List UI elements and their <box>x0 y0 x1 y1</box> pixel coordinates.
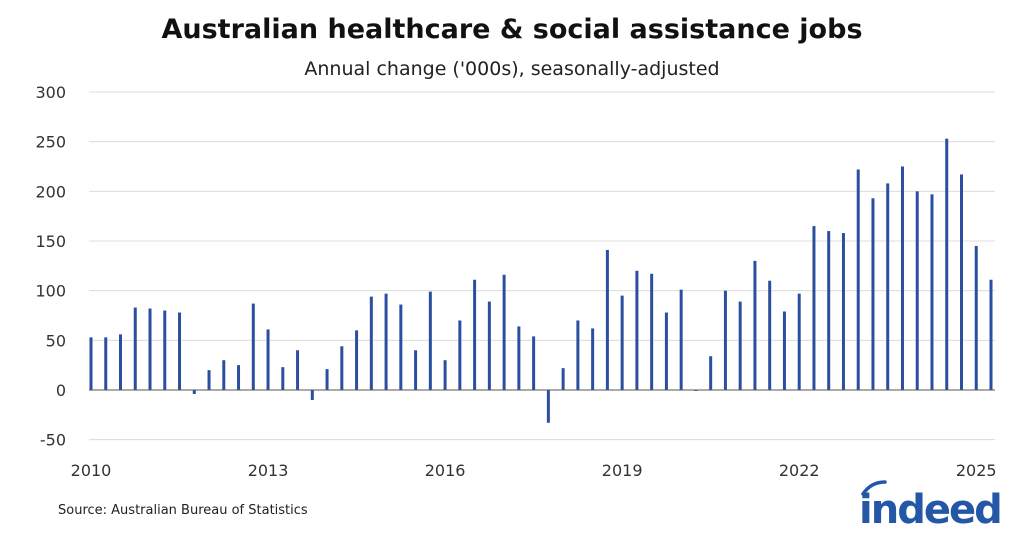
bars <box>89 138 993 423</box>
bar <box>827 231 831 390</box>
y-tick-label: -50 <box>40 431 66 450</box>
bar <box>340 346 344 390</box>
bar <box>664 312 668 390</box>
bar <box>281 367 285 390</box>
bar <box>709 356 713 390</box>
indeed-logo: indeed <box>859 480 1003 528</box>
bar <box>178 312 182 390</box>
x-tick-label: 2016 <box>425 461 466 480</box>
bar <box>517 326 521 390</box>
bar <box>148 308 152 390</box>
bar <box>251 303 255 390</box>
bar <box>89 337 93 390</box>
bar <box>192 390 196 394</box>
y-tick-label: 0 <box>56 381 66 400</box>
bar <box>974 245 978 390</box>
bar <box>310 390 314 400</box>
x-tick-label: 2022 <box>779 461 820 480</box>
bar <box>237 365 241 390</box>
x-tick-label: 2010 <box>71 461 112 480</box>
bar <box>384 293 388 390</box>
bar <box>355 330 359 390</box>
y-tick-label: 50 <box>46 331 66 350</box>
y-tick-label: 150 <box>35 232 66 251</box>
chart-subtitle: Annual change ('000s), seasonally-adjust… <box>304 58 720 80</box>
bar <box>414 350 418 390</box>
bar <box>841 233 845 390</box>
y-tick-label: 300 <box>35 83 66 102</box>
bar <box>812 226 816 390</box>
bar <box>679 289 683 390</box>
bar <box>886 183 890 390</box>
bar <box>325 369 329 390</box>
bar <box>930 194 934 390</box>
y-tick-label: 200 <box>35 182 66 201</box>
bar <box>959 174 963 390</box>
bar <box>104 337 108 390</box>
bar <box>399 304 403 390</box>
bar <box>487 301 491 390</box>
bar <box>473 279 477 390</box>
bar <box>443 360 447 390</box>
bar <box>945 138 949 390</box>
bar <box>782 311 786 390</box>
bar <box>650 273 654 390</box>
bar <box>915 191 919 390</box>
bar <box>738 301 742 390</box>
x-axis-ticks: 2010 2013 2016 2019 2022 2025 <box>71 461 997 480</box>
bar <box>856 169 860 390</box>
bar <box>605 249 609 390</box>
bar <box>532 336 536 390</box>
bar <box>576 320 580 390</box>
bar <box>266 329 270 390</box>
y-axis-ticks: 300 250 200 150 100 50 0 -50 <box>35 83 66 450</box>
y-tick-label: 250 <box>35 133 66 152</box>
bar <box>546 390 550 423</box>
bar <box>222 360 226 390</box>
x-tick-label: 2019 <box>602 461 643 480</box>
y-tick-label: 100 <box>35 282 66 301</box>
bar <box>900 166 904 390</box>
svg-text:indeed: indeed <box>859 487 1001 528</box>
bar <box>635 270 639 390</box>
bar <box>369 296 373 390</box>
bar <box>458 320 462 390</box>
bar <box>591 328 595 390</box>
bar <box>119 334 123 390</box>
x-tick-label: 2025 <box>956 461 997 480</box>
bar <box>753 260 757 390</box>
bar <box>296 350 300 390</box>
bar <box>989 279 993 390</box>
chart-title: Australian healthcare & social assistanc… <box>161 14 863 45</box>
bar <box>502 274 506 390</box>
source-note: Source: Australian Bureau of Statistics <box>58 503 308 518</box>
x-tick-label: 2013 <box>248 461 289 480</box>
bar <box>768 280 772 390</box>
bar <box>207 370 211 390</box>
bar <box>871 198 875 390</box>
bar <box>797 293 801 390</box>
bar <box>428 291 432 390</box>
bar <box>723 290 727 390</box>
bar <box>561 368 565 390</box>
bar <box>163 310 167 390</box>
bar <box>620 295 624 390</box>
bar <box>133 307 137 390</box>
